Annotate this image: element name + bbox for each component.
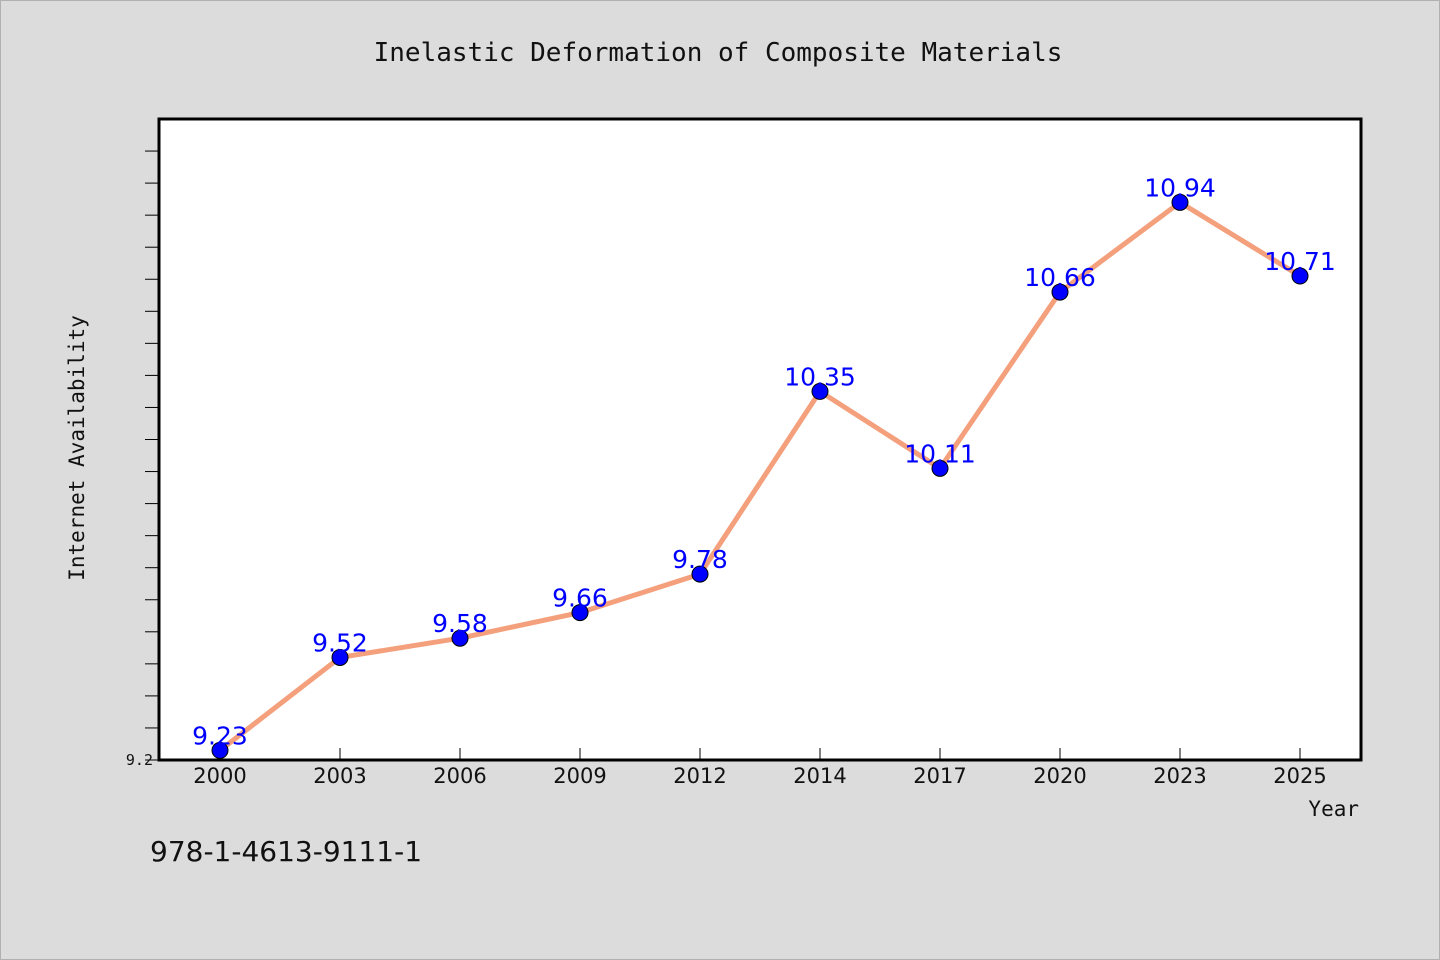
data-point xyxy=(691,565,709,583)
series-line-layer xyxy=(218,199,1302,753)
data-label: 10.94 xyxy=(1144,173,1216,202)
series-line xyxy=(218,199,1302,753)
x-tick-label: 2025 xyxy=(1273,764,1326,788)
data-point xyxy=(451,629,469,647)
x-tick-label: 2020 xyxy=(1033,764,1086,788)
data-label: 9.23 xyxy=(192,721,248,750)
data-point xyxy=(331,648,349,666)
x-axis-label: Year xyxy=(1308,797,1359,821)
y-axis-ticks: 9.2 xyxy=(126,150,159,769)
x-tick-label: 2017 xyxy=(913,764,966,788)
data-label: 9.52 xyxy=(312,628,368,657)
data-label: 9.66 xyxy=(552,584,608,613)
y-tick-label: 9.2 xyxy=(126,751,153,769)
isbn-footer: 978-1-4613-9111-1 xyxy=(150,835,423,868)
x-tick-label: 2003 xyxy=(313,764,366,788)
data-point xyxy=(811,382,829,400)
data-labels-layer: 9.23 9.52 9.58 9.66 9.78 10.35 10.11 10.66 10.94… xyxy=(192,173,1336,750)
x-tick-label: 2009 xyxy=(553,764,606,788)
data-label: 10.66 xyxy=(1024,263,1096,292)
chart-title: Inelastic Deformation of Composite Mater… xyxy=(374,38,1063,68)
x-tick-label: 2006 xyxy=(433,764,486,788)
data-label: 9.78 xyxy=(672,545,728,574)
data-point xyxy=(1291,267,1309,285)
x-tick-label: 2012 xyxy=(673,764,726,788)
data-label: 10.35 xyxy=(784,362,856,391)
x-tick-label: 2014 xyxy=(793,764,846,788)
data-point xyxy=(931,459,949,477)
data-point xyxy=(211,741,229,759)
x-tick-label: 2000 xyxy=(193,764,246,788)
data-point xyxy=(1051,283,1069,301)
data-label: 9.58 xyxy=(432,609,488,638)
x-axis-ticks: 2000 2003 2006 2009 2012 2014 2017 2020 2023 2025 xyxy=(193,748,1327,788)
data-points-layer xyxy=(211,193,1309,759)
data-label: 10.11 xyxy=(904,439,976,468)
data-point xyxy=(1171,193,1189,211)
data-label: 10.71 xyxy=(1264,247,1336,276)
y-axis-label: Internet Availability xyxy=(65,315,89,581)
data-point xyxy=(571,604,589,622)
x-tick-label: 2023 xyxy=(1153,764,1206,788)
